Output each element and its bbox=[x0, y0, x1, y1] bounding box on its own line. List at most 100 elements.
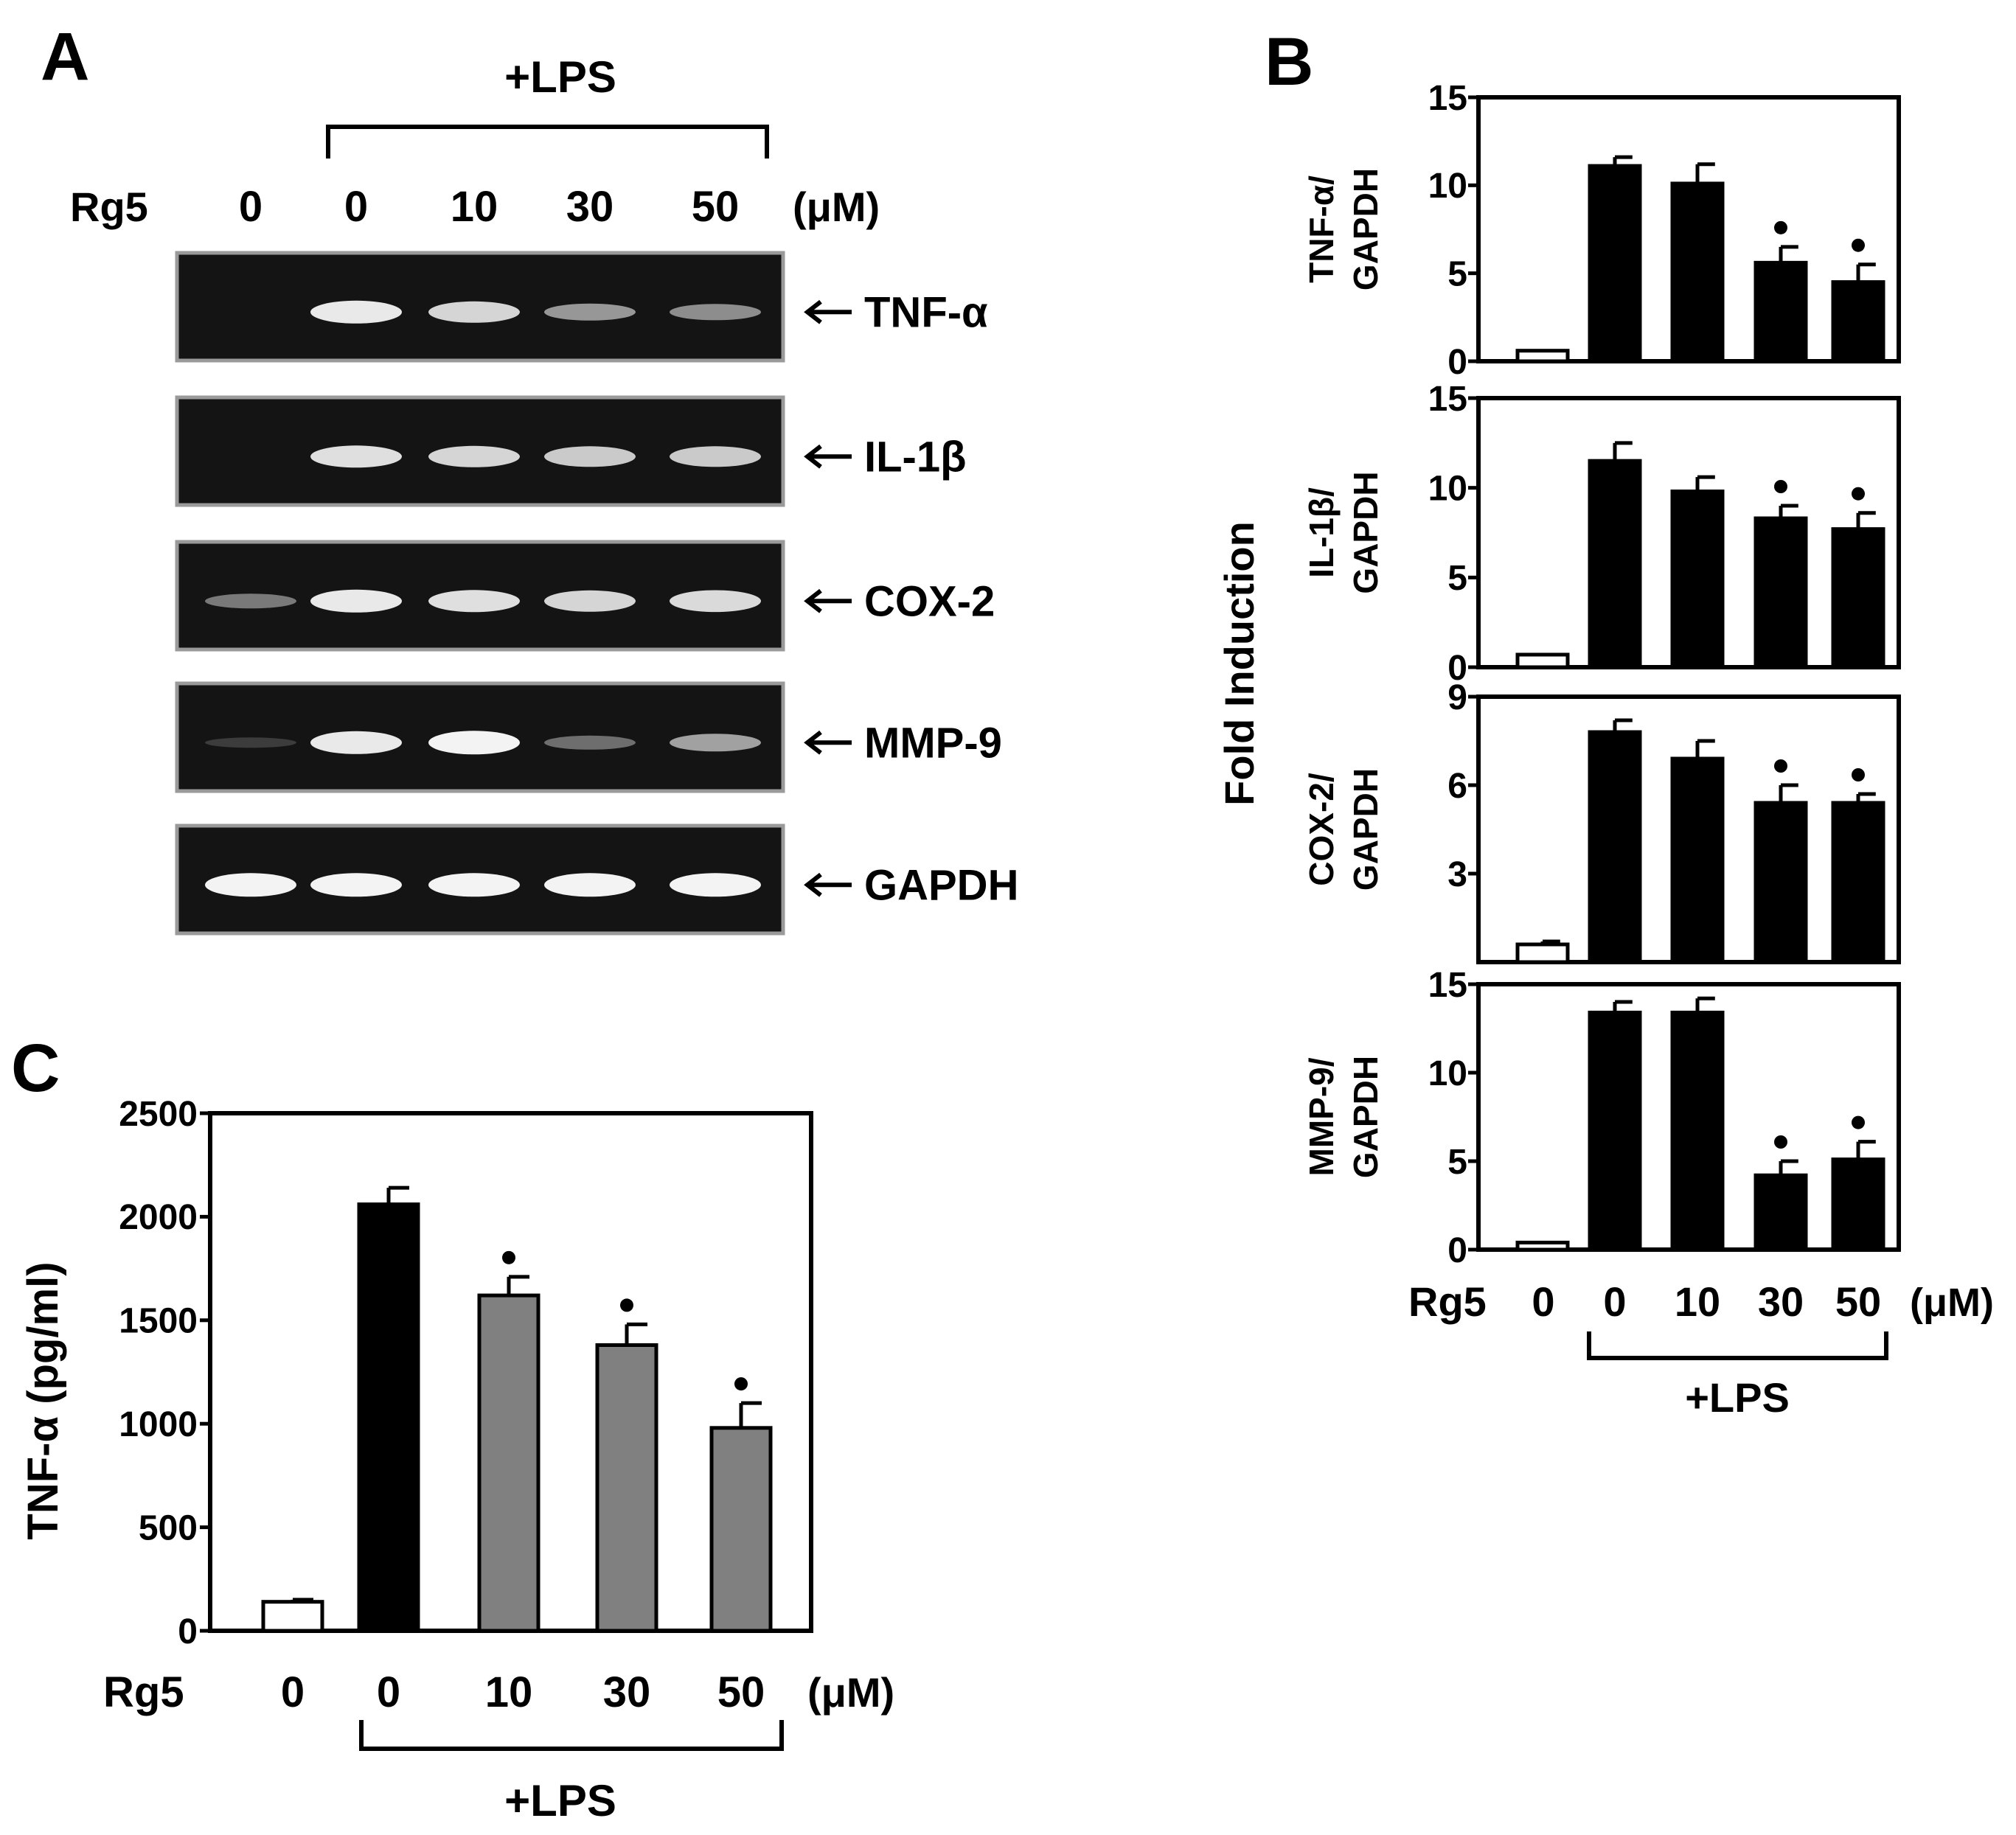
gel-band bbox=[205, 873, 296, 897]
bar bbox=[1831, 801, 1885, 964]
panel-b-subchart: 3 6 9 COX-2/GAPDH bbox=[1302, 678, 1901, 964]
bar bbox=[1831, 280, 1885, 363]
y-tick-label: 0 bbox=[1447, 649, 1467, 688]
bar bbox=[1515, 942, 1570, 964]
panel-c-dose-label: 10 bbox=[485, 1668, 533, 1716]
y-tick-label: 6 bbox=[1447, 767, 1467, 806]
gel-band bbox=[310, 445, 402, 468]
y-tick-label: 0 bbox=[1447, 343, 1467, 382]
subchart-ylabel-line2: GAPDH bbox=[1346, 168, 1385, 290]
panel-a-dose-label: 10 bbox=[451, 183, 498, 231]
y-tick-label: 3 bbox=[1447, 855, 1467, 894]
y-tick-label: 500 bbox=[139, 1508, 198, 1547]
panel-b-dose-label: 0 bbox=[1603, 1278, 1626, 1325]
y-tick-label: 15 bbox=[1428, 966, 1467, 1005]
gel-band bbox=[670, 304, 761, 321]
y-tick-label: 1000 bbox=[119, 1405, 198, 1444]
panel-c-unit-label: (μM) bbox=[807, 1669, 894, 1716]
bar bbox=[1515, 1240, 1570, 1252]
subchart-ylabel-line1: COX-2/ bbox=[1302, 773, 1341, 886]
bar bbox=[357, 1202, 420, 1633]
bar bbox=[1588, 1010, 1642, 1252]
panel-a-dose-label: 50 bbox=[692, 183, 740, 231]
panel-b-dose-label: 50 bbox=[1835, 1278, 1881, 1325]
band-arrow-icon bbox=[804, 872, 852, 897]
significance-marker bbox=[1852, 1115, 1865, 1129]
panel-b-unit-label: (μM) bbox=[1910, 1281, 1994, 1325]
y-tick-label: 0 bbox=[178, 1612, 198, 1651]
significance-marker bbox=[620, 1298, 633, 1312]
gel-band bbox=[205, 737, 296, 748]
y-tick-label: 1500 bbox=[119, 1302, 198, 1341]
panel-b-subchart: 0 5 10 15 MMP-9/GAPDH bbox=[1302, 966, 1901, 1270]
band-label: GAPDH bbox=[864, 861, 1018, 909]
significance-marker bbox=[1774, 480, 1787, 493]
gel-band bbox=[670, 446, 761, 467]
band-label: IL-1β bbox=[864, 433, 967, 481]
y-tick-label: 2500 bbox=[119, 1095, 198, 1134]
y-tick-label: 15 bbox=[1428, 380, 1467, 419]
bar bbox=[1670, 756, 1725, 964]
bar bbox=[1670, 1010, 1725, 1252]
band-arrow-icon bbox=[804, 444, 852, 469]
gel-band bbox=[310, 873, 402, 897]
panel-c-lps-label: +LPS bbox=[504, 1776, 616, 1825]
bar bbox=[709, 1426, 773, 1633]
y-tick-label: 10 bbox=[1428, 1054, 1467, 1093]
gel-band bbox=[670, 873, 761, 897]
bar bbox=[477, 1293, 541, 1633]
y-tick-label: 9 bbox=[1447, 678, 1467, 717]
panel-b-dose-label: 0 bbox=[1532, 1278, 1554, 1325]
y-tick-label: 5 bbox=[1447, 1143, 1467, 1182]
significance-marker bbox=[1852, 487, 1865, 501]
panel-a-dose-label: 30 bbox=[566, 183, 614, 231]
y-tick-label: 10 bbox=[1428, 469, 1467, 508]
gel-band bbox=[544, 735, 636, 750]
gel-band bbox=[544, 873, 636, 897]
panel-a-unit-label: (μM) bbox=[793, 184, 880, 230]
subchart-ylabel-line2: GAPDH bbox=[1346, 1056, 1385, 1178]
band-label: COX-2 bbox=[864, 577, 995, 625]
bar bbox=[1670, 490, 1725, 669]
panel-b-subchart: 0 5 10 15 IL-1β/GAPDH bbox=[1302, 380, 1901, 688]
bar bbox=[1831, 527, 1885, 669]
band-arrow-icon bbox=[804, 730, 852, 755]
panel-a-gel: A +LPS Rg5 0 0 10 30 50 (μM) TNF-α IL-1β C… bbox=[41, 19, 1018, 936]
panel-b-charts: B Fold Induction 0 5 10 15 TNF-α/GAPDH 0 5 10 15… bbox=[1216, 24, 1994, 1421]
bar bbox=[1670, 181, 1725, 363]
gel-band bbox=[310, 731, 402, 754]
bar bbox=[1588, 164, 1642, 363]
panel-b-lps-label: +LPS bbox=[1685, 1374, 1790, 1421]
gel-band bbox=[544, 303, 636, 321]
panel-b-dose-label: 10 bbox=[1675, 1278, 1720, 1325]
gel-band bbox=[428, 301, 520, 323]
significance-marker bbox=[734, 1377, 748, 1391]
significance-marker bbox=[1774, 759, 1787, 773]
panel-b-lps-bracket bbox=[1587, 1331, 1888, 1360]
band-arrow-icon bbox=[804, 299, 852, 324]
y-tick-label: 10 bbox=[1428, 167, 1467, 206]
bar bbox=[1588, 730, 1642, 964]
y-tick-label: 5 bbox=[1447, 254, 1467, 293]
panel-b-rg5-label: Rg5 bbox=[1408, 1278, 1487, 1325]
y-tick-label: 0 bbox=[1447, 1231, 1467, 1270]
panel-a-rg5-label: Rg5 bbox=[70, 184, 148, 230]
band-arrow-icon bbox=[804, 588, 852, 613]
subchart-ylabel-line1: IL-1β/ bbox=[1302, 487, 1341, 578]
panel-a-lps-bracket bbox=[326, 125, 769, 159]
subchart-ylabel-line1: MMP-9/ bbox=[1302, 1057, 1341, 1176]
panel-b-subchart: 0 5 10 15 TNF-α/GAPDH bbox=[1302, 79, 1901, 382]
panel-c-letter: C bbox=[11, 1031, 60, 1106]
band-label: TNF-α bbox=[864, 288, 988, 336]
bar bbox=[1753, 260, 1808, 363]
gel-band bbox=[428, 445, 520, 467]
bar bbox=[1831, 1157, 1885, 1252]
gel-band bbox=[205, 593, 296, 609]
gel-band bbox=[544, 590, 636, 612]
panel-c-dose-label: 0 bbox=[377, 1668, 400, 1716]
bar bbox=[261, 1600, 324, 1633]
significance-marker bbox=[1852, 238, 1865, 252]
panel-a-dose-label: 0 bbox=[239, 183, 263, 231]
